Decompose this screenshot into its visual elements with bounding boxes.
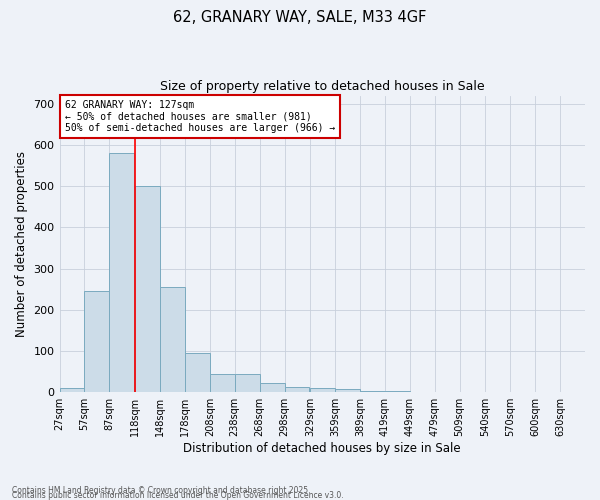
Bar [310,388,335,392]
Bar [284,388,310,392]
Bar [185,353,210,392]
Title: Size of property relative to detached houses in Sale: Size of property relative to detached ho… [160,80,485,93]
Bar [335,390,360,392]
Bar [59,388,85,392]
Text: Contains HM Land Registry data © Crown copyright and database right 2025.: Contains HM Land Registry data © Crown c… [12,486,311,495]
Y-axis label: Number of detached properties: Number of detached properties [15,151,28,337]
Bar [260,383,284,392]
Bar [85,292,109,392]
Bar [235,374,260,392]
Text: 62 GRANARY WAY: 127sqm
← 50% of detached houses are smaller (981)
50% of semi-de: 62 GRANARY WAY: 127sqm ← 50% of detached… [65,100,335,133]
Text: 62, GRANARY WAY, SALE, M33 4GF: 62, GRANARY WAY, SALE, M33 4GF [173,10,427,25]
Bar [135,186,160,392]
Bar [109,153,134,392]
Bar [210,374,235,392]
Bar [160,287,185,392]
Bar [360,390,385,392]
X-axis label: Distribution of detached houses by size in Sale: Distribution of detached houses by size … [184,442,461,455]
Text: Contains public sector information licensed under the Open Government Licence v3: Contains public sector information licen… [12,491,344,500]
